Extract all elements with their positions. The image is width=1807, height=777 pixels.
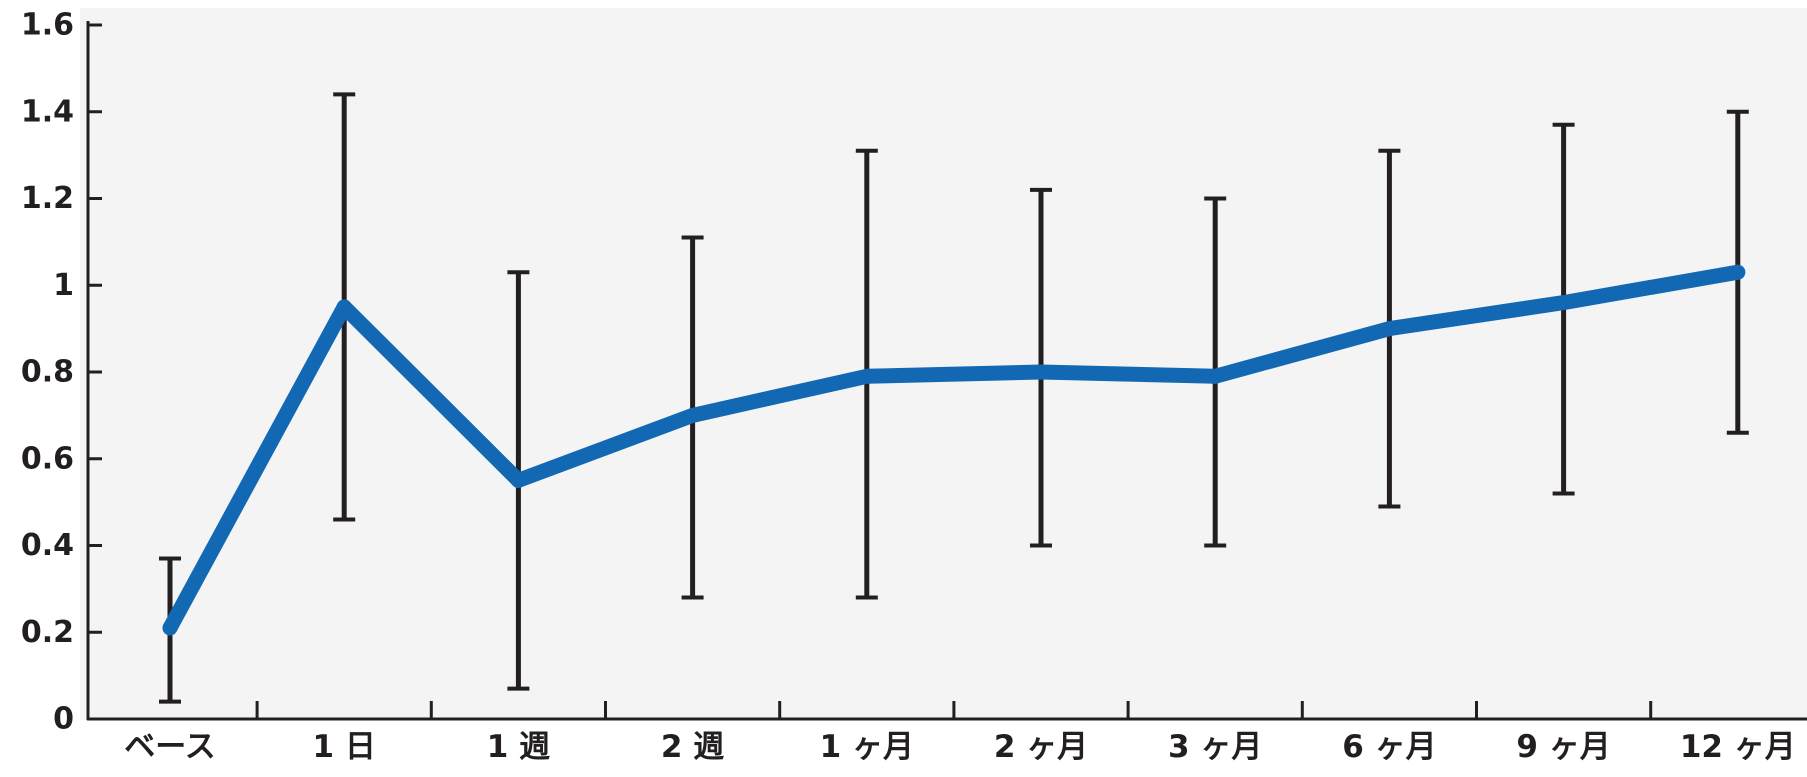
y-tick-label: 1.4 <box>21 94 74 129</box>
x-tick-label: 2 週 <box>661 729 724 765</box>
data-point <box>1382 321 1397 336</box>
data-point <box>859 369 874 384</box>
plot-background <box>80 8 1807 720</box>
x-tick-label: 2 ヶ月 <box>994 729 1088 765</box>
x-tick-label: 3 ヶ月 <box>1168 729 1262 765</box>
x-tick-label: 12 ヶ月 <box>1680 729 1796 765</box>
y-tick-label: 0 <box>53 702 74 737</box>
y-tick-label: 0.8 <box>21 355 74 390</box>
y-tick-label: 1 <box>53 268 74 303</box>
x-tick-label: ベース <box>124 729 215 765</box>
x-tick-label: 9 ヶ月 <box>1516 729 1610 765</box>
data-point <box>685 408 700 423</box>
data-point <box>163 620 178 635</box>
data-point <box>511 473 526 488</box>
data-point <box>1034 365 1049 380</box>
data-point <box>1730 265 1745 280</box>
y-tick-label: 1.6 <box>21 8 74 43</box>
y-tick-label: 0.6 <box>21 441 74 476</box>
data-point <box>1208 369 1223 384</box>
data-point <box>1556 295 1571 310</box>
data-point <box>337 299 352 314</box>
x-tick-label: 1 週 <box>487 729 550 765</box>
y-tick-label: 1.2 <box>21 181 74 216</box>
x-tick-label: 1 ヶ月 <box>820 729 914 765</box>
y-tick-label: 0.4 <box>21 528 74 563</box>
x-tick-label: 6 ヶ月 <box>1342 729 1436 765</box>
y-tick-label: 0.2 <box>21 615 74 650</box>
x-tick-label: 1 日 <box>313 729 376 765</box>
